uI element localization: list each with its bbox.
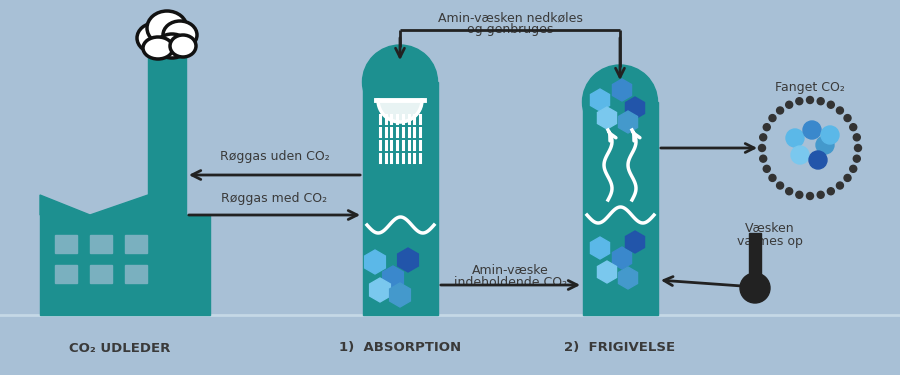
Text: 1)  ABSORPTION: 1) ABSORPTION — [339, 342, 461, 354]
Circle shape — [806, 192, 814, 200]
Circle shape — [769, 115, 776, 122]
Ellipse shape — [137, 23, 173, 53]
Circle shape — [796, 98, 803, 105]
Circle shape — [844, 174, 851, 182]
Text: Amin-væske: Amin-væske — [472, 264, 549, 276]
Bar — [125, 235, 147, 253]
Ellipse shape — [143, 37, 173, 59]
Text: Væsken: Væsken — [745, 222, 795, 234]
Bar — [363, 82, 438, 315]
Circle shape — [836, 107, 843, 114]
Bar — [148, 55, 186, 310]
Bar — [125, 265, 147, 283]
Circle shape — [769, 174, 776, 182]
Circle shape — [803, 121, 821, 139]
Circle shape — [740, 273, 770, 303]
Circle shape — [844, 115, 851, 122]
Bar — [583, 102, 658, 315]
Bar — [55, 235, 77, 253]
Text: Røggas med CO₂: Røggas med CO₂ — [221, 192, 328, 205]
Bar — [40, 215, 210, 315]
Text: CO₂ UDLEDER: CO₂ UDLEDER — [69, 342, 171, 354]
Circle shape — [806, 96, 814, 104]
Circle shape — [777, 182, 784, 189]
Circle shape — [817, 191, 824, 198]
Bar — [90, 235, 112, 253]
Text: 2)  FRIGIVELSE: 2) FRIGIVELSE — [564, 342, 676, 354]
Circle shape — [853, 155, 860, 162]
Polygon shape — [90, 195, 148, 215]
Circle shape — [809, 151, 827, 169]
Ellipse shape — [163, 21, 197, 49]
Circle shape — [759, 144, 766, 152]
Circle shape — [817, 98, 824, 105]
Circle shape — [791, 146, 809, 164]
Bar — [749, 233, 761, 291]
Circle shape — [777, 107, 784, 114]
Bar — [90, 265, 112, 283]
Ellipse shape — [363, 45, 437, 119]
Circle shape — [763, 165, 770, 172]
Text: Røggas uden CO₂: Røggas uden CO₂ — [220, 150, 329, 163]
Circle shape — [850, 165, 857, 172]
Text: Amin-væsken nedkøles: Amin-væsken nedkøles — [437, 12, 582, 24]
Circle shape — [836, 182, 843, 189]
Circle shape — [786, 188, 793, 195]
Circle shape — [854, 144, 861, 152]
Circle shape — [796, 191, 803, 198]
Circle shape — [827, 188, 834, 195]
Circle shape — [821, 126, 839, 144]
Circle shape — [827, 101, 834, 108]
Circle shape — [786, 101, 793, 108]
Circle shape — [760, 134, 767, 141]
Text: indeholdende CO₂: indeholdende CO₂ — [454, 276, 567, 290]
Circle shape — [850, 124, 857, 130]
Ellipse shape — [582, 65, 658, 139]
Circle shape — [816, 136, 834, 154]
Circle shape — [763, 124, 770, 130]
Circle shape — [853, 134, 860, 141]
Polygon shape — [40, 195, 90, 215]
Bar — [55, 265, 77, 283]
Text: varmes op: varmes op — [737, 236, 803, 249]
Text: og genbruges: og genbruges — [467, 24, 554, 36]
Circle shape — [760, 155, 767, 162]
Ellipse shape — [147, 11, 187, 45]
Ellipse shape — [156, 34, 188, 58]
Ellipse shape — [170, 35, 196, 57]
Circle shape — [786, 129, 804, 147]
Text: Fanget CO₂: Fanget CO₂ — [775, 81, 845, 94]
